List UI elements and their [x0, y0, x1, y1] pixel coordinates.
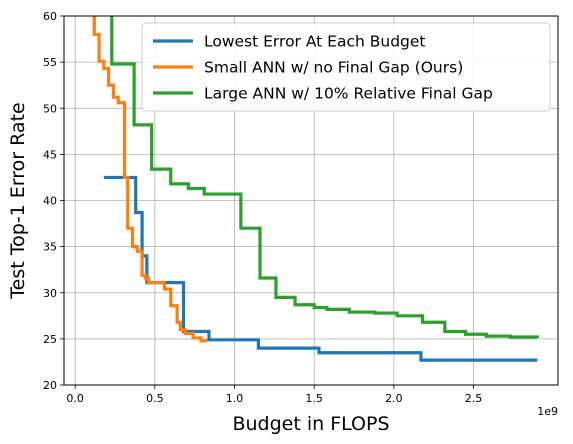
series-line-large-ann-w-10-relative-final-gap: [110, 16, 539, 339]
series-layer: [92, 16, 539, 362]
x-offset-label: 1e9: [537, 405, 558, 418]
x-tick-label: 2.5: [465, 392, 483, 405]
series-line-small-ann-w-no-final-gap-ours: [92, 16, 208, 343]
ticks: 0.0 0.5 1.0 1.5 2.0 2.5 20 25 30 35 40 45 50 55 60: [43, 10, 482, 405]
y-axis-label: Test Top-1 Error Rate: [7, 102, 29, 299]
x-tick-label: 2.0: [385, 392, 403, 405]
y-tick-label: 50: [43, 102, 57, 115]
x-tick-label: 0.0: [66, 392, 84, 405]
x-tick-label: 1.0: [226, 392, 244, 405]
y-tick-label: 30: [43, 287, 57, 300]
legend-label: Large ANN w/ 10% Relative Final Gap: [204, 85, 493, 103]
legend-label: Small ANN w/ no Final Gap (Ours): [204, 59, 463, 77]
y-tick-label: 45: [43, 148, 57, 161]
y-tick-label: 35: [43, 241, 57, 254]
y-tick-label: 55: [43, 56, 57, 69]
x-tick-label: 0.5: [146, 392, 164, 405]
y-tick-label: 20: [43, 379, 57, 392]
legend-box: [141, 22, 551, 112]
legend: Lowest Error At Each Budget Small ANN w/ …: [141, 22, 551, 112]
y-tick-label: 25: [43, 333, 57, 346]
x-tick-label: 1.5: [305, 392, 323, 405]
y-tick-label: 60: [43, 10, 57, 23]
x-axis-label: Budget in FLOPS: [232, 413, 389, 435]
legend-label: Lowest Error At Each Budget: [204, 33, 426, 51]
y-tick-label: 40: [43, 195, 57, 208]
